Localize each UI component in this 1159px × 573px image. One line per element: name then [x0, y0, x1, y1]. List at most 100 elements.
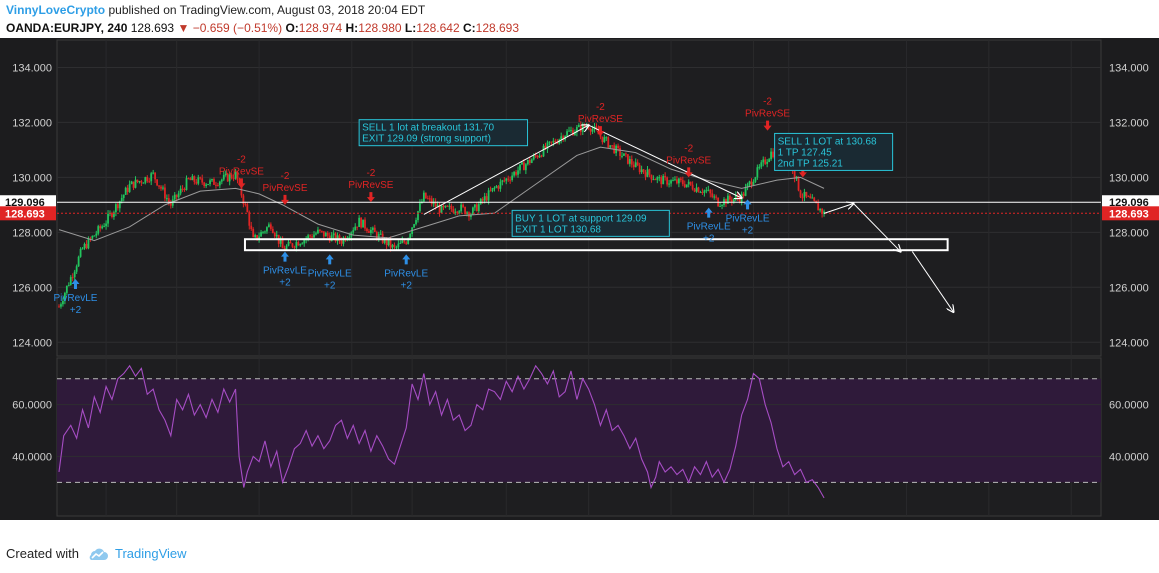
candle-up	[646, 169, 649, 177]
candle-up	[758, 166, 761, 168]
candle-down	[550, 141, 553, 143]
candle-up	[754, 177, 757, 182]
candle-up	[628, 158, 631, 164]
price-tick-right: 132.000	[1109, 117, 1149, 129]
symbol-name: OANDA:EURJPY, 240	[6, 21, 128, 35]
rsi-band	[57, 378, 1101, 483]
candle-down	[309, 235, 311, 237]
candle-down	[738, 197, 741, 202]
close-label: C:	[462, 21, 476, 35]
candle-down	[424, 192, 427, 199]
candle-up	[179, 188, 182, 194]
price-change: −0.659 (−0.51%)	[192, 21, 283, 35]
close-value: 128.693	[475, 21, 520, 35]
candle-up	[811, 197, 814, 199]
candle-up	[391, 244, 394, 248]
candle-up	[407, 238, 410, 244]
long-signal-qty: +2	[70, 305, 82, 316]
annotation-text: SELL 1 LOT at 130.68	[778, 136, 877, 147]
candle-down	[283, 248, 286, 250]
candle-up	[63, 292, 66, 301]
candle-up	[674, 179, 676, 181]
candle-up	[342, 237, 345, 244]
candle-up	[377, 234, 380, 239]
candle-down	[226, 173, 229, 182]
candle-up	[823, 211, 825, 214]
candle-up	[260, 232, 262, 237]
candle-up	[295, 242, 298, 248]
tradingview-link[interactable]: TradingView	[114, 546, 187, 561]
price-tick-right: 126.000	[1109, 282, 1149, 294]
price-chart[interactable]: 134.000 134.000 132.000 132.000 130.000 130.0…	[0, 38, 1159, 520]
long-signal-qty: +2	[703, 234, 715, 245]
candle-down	[230, 174, 233, 179]
candle-up	[79, 248, 82, 257]
author-username[interactable]: VinnyLoveCrypto	[6, 3, 106, 17]
candle-up	[762, 159, 765, 163]
candle-up	[113, 212, 115, 218]
candle-up	[524, 164, 527, 171]
long-signal-qty: +2	[401, 280, 413, 291]
candle-down	[683, 184, 686, 188]
candle-up	[491, 187, 494, 191]
candle-down	[660, 177, 663, 185]
candle-down	[181, 188, 184, 190]
created-with-text: Created with	[6, 546, 79, 561]
price-tick-left: 132.000	[12, 117, 52, 129]
price-tick-left: 130.000	[12, 172, 52, 184]
trendline	[823, 203, 853, 214]
candle-up	[621, 155, 623, 157]
trendline	[853, 203, 900, 251]
candle-down	[630, 158, 633, 165]
candle-up	[458, 211, 461, 213]
candle-down	[242, 195, 245, 204]
annotation-box	[774, 132, 894, 171]
candle-up	[568, 130, 570, 132]
candle-down	[666, 177, 669, 185]
candle-up	[285, 245, 288, 250]
candle-down	[187, 178, 190, 180]
annotation-text: BUY 1 LOT at support 129.09	[515, 213, 647, 224]
candle-down	[515, 171, 517, 175]
high-label: H:	[345, 21, 359, 35]
candle-up	[128, 184, 131, 192]
candle-up	[287, 241, 290, 246]
candle-down	[446, 205, 449, 207]
candle-down	[85, 243, 88, 249]
rsi-tick-right: 60.0000	[1109, 400, 1149, 412]
annotation-text: EXIT 1 LOT 130.68	[515, 224, 601, 235]
candle-up	[254, 235, 257, 238]
candle-up	[768, 159, 771, 162]
candle-up	[707, 189, 710, 191]
last-price: 128.693	[130, 21, 175, 35]
candle-up	[748, 181, 751, 185]
candle-up	[670, 180, 672, 184]
candle-down	[728, 195, 731, 200]
candle-up	[634, 162, 637, 168]
candle-up	[65, 285, 68, 293]
candle-down	[154, 172, 157, 180]
footer: Created with TradingView	[6, 546, 187, 561]
candle-down	[428, 198, 431, 200]
candle-down	[650, 174, 653, 180]
candle-up	[303, 239, 306, 244]
candle-down	[572, 130, 574, 136]
candle-down	[805, 191, 808, 197]
candle-down	[320, 230, 323, 232]
candle-down	[632, 164, 635, 168]
candle-up	[317, 229, 319, 234]
candle-down	[273, 232, 276, 237]
candle-down	[601, 136, 604, 143]
short-signal-qty: -2	[366, 168, 375, 179]
candle-down	[360, 217, 362, 228]
candle-up	[185, 178, 188, 190]
candle-up	[75, 266, 78, 272]
candle-down	[89, 238, 92, 240]
candle-up	[658, 177, 661, 179]
candle-up	[721, 204, 723, 206]
candle-up	[413, 224, 415, 228]
candle-up	[177, 193, 180, 198]
candle-down	[167, 198, 170, 202]
candle-up	[299, 244, 302, 246]
long-signal-arrow-icon	[280, 251, 289, 262]
